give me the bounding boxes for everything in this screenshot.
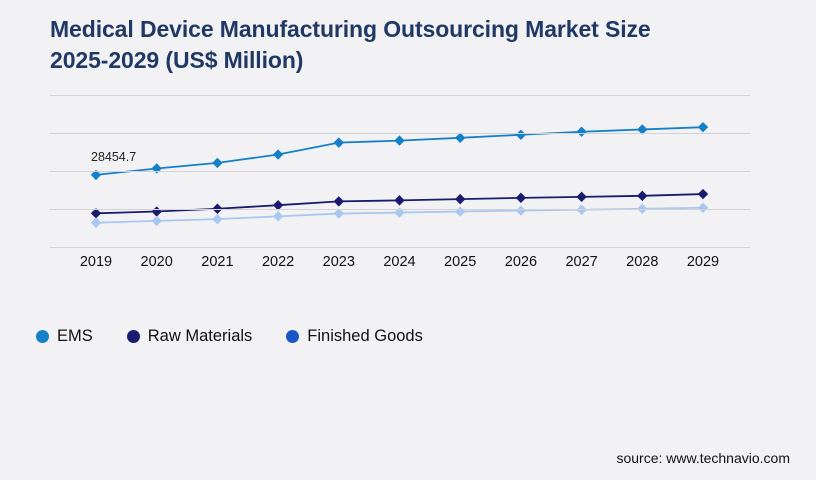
data-point-marker	[151, 206, 162, 217]
data-point-marker	[212, 213, 223, 225]
data-point-marker	[333, 137, 344, 148]
data-point-marker	[637, 203, 648, 214]
data-point-marker	[637, 190, 648, 202]
x-axis-tick-label: 2019	[79, 254, 113, 270]
data-point-marker	[333, 196, 344, 207]
data-point-marker	[151, 163, 162, 174]
x-axis-tick-label: 2027	[565, 254, 598, 270]
x-axis-line	[50, 247, 750, 248]
data-point-marker	[637, 124, 648, 135]
series-line	[95, 126, 704, 176]
x-axis-tick-label: 2024	[383, 254, 416, 270]
gridline	[50, 171, 750, 172]
data-point-marker	[212, 157, 223, 169]
plot-area: 28454.7	[50, 95, 750, 248]
legend-dot-icon	[126, 329, 140, 343]
source-note: source: www.technavio.com	[616, 450, 790, 466]
data-point-marker	[515, 205, 527, 216]
data-point-marker	[576, 191, 587, 203]
x-axis-tick-label: 2022	[261, 254, 295, 270]
legend-item-label: Finished Goods	[307, 326, 423, 345]
x-axis-tick-label: 2028	[626, 254, 659, 270]
x-axis-tick-label: 2025	[444, 254, 477, 270]
legend-dot-icon	[286, 329, 300, 343]
gridline	[50, 95, 750, 96]
data-point-marker	[455, 132, 466, 144]
legend-item-label: EMS	[57, 326, 93, 345]
data-point-marker	[90, 169, 102, 181]
data-point-marker	[272, 211, 284, 222]
x-axis-tick-label: 2021	[201, 254, 234, 270]
data-point-marker	[151, 215, 162, 227]
data-point-marker	[90, 217, 102, 228]
legend-item[interactable]: Raw Materials	[126, 326, 253, 346]
legend-item-label: Raw Materials	[147, 326, 253, 345]
gridline	[50, 209, 750, 210]
data-point-marker	[455, 206, 466, 217]
gridline	[50, 133, 750, 134]
data-point-marker	[333, 208, 344, 219]
data-point-marker	[455, 193, 466, 205]
data-point-marker	[212, 203, 223, 214]
data-point-marker	[272, 200, 284, 211]
data-point-label: 28454.7	[91, 149, 137, 164]
data-point-marker	[394, 135, 405, 146]
x-axis-tick-label: 2023	[322, 254, 355, 270]
chart-title: Medical Device Manufacturing Outsourcing…	[50, 16, 651, 73]
data-point-marker	[90, 208, 102, 219]
x-axis-tick-label: 2020	[140, 254, 173, 270]
legend-item[interactable]: Finished Goods	[286, 327, 423, 346]
data-point-marker	[515, 129, 527, 140]
x-axis-tick-label: 2029	[686, 254, 720, 270]
legend-item[interactable]: EMS	[36, 327, 93, 346]
data-point-marker	[697, 188, 709, 200]
legend-dot-icon	[36, 329, 49, 343]
x-axis: 2019 2020 2021 2022 2023 2024 2025 2026 2027 2028…	[50, 254, 750, 276]
data-point-marker	[515, 192, 527, 204]
x-axis-tick-label: 2026	[504, 254, 538, 270]
chart-legend: EMS Raw Materials Finished Goods	[36, 324, 457, 348]
data-point-marker	[697, 121, 709, 133]
data-point-marker	[394, 195, 405, 206]
data-point-marker	[576, 126, 587, 137]
data-point-marker	[697, 202, 709, 213]
data-point-marker	[272, 149, 284, 160]
